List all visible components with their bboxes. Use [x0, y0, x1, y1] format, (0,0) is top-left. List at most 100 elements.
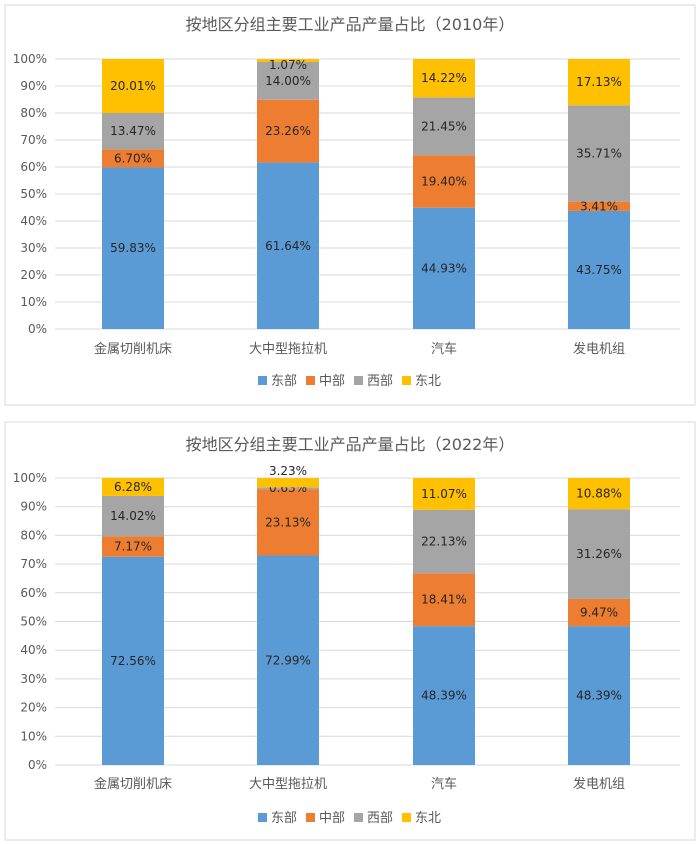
- y-tick-label: 10%: [20, 295, 47, 309]
- y-tick-label: 20%: [20, 701, 47, 715]
- bar-segment: [102, 536, 164, 557]
- data-label: 72.99%: [265, 653, 311, 667]
- legend-label: 东部: [271, 811, 297, 826]
- data-label: 31.26%: [576, 547, 622, 561]
- y-tick-label: 70%: [20, 557, 47, 571]
- data-label: 19.40%: [421, 174, 467, 188]
- data-label: 1.07%: [269, 58, 307, 72]
- data-label: 22.13%: [421, 535, 467, 549]
- x-category-label: 大中型拖拉机: [249, 342, 327, 357]
- y-tick-label: 30%: [20, 241, 47, 255]
- y-tick-label: 100%: [13, 52, 47, 66]
- data-label: 48.39%: [421, 689, 467, 703]
- bar-segment: [413, 155, 475, 208]
- bar-segment: [257, 555, 319, 765]
- x-category-label: 汽车: [431, 776, 457, 792]
- x-category-label: 汽车: [431, 341, 457, 357]
- legend-label: 东北: [415, 811, 441, 826]
- legend-swatch: [402, 813, 411, 822]
- data-label: 9.47%: [580, 606, 618, 620]
- y-tick-label: 40%: [20, 214, 47, 228]
- bar-segment: [413, 59, 475, 98]
- y-tick-label: 50%: [20, 187, 47, 201]
- bar-segment: [102, 167, 164, 329]
- legend-swatch: [354, 813, 363, 822]
- legend-label: 西部: [367, 811, 393, 826]
- legend-label: 西部: [367, 374, 393, 389]
- legend-label: 东北: [415, 374, 441, 389]
- legend-swatch: [258, 376, 267, 385]
- chart-1: 按地区分组主要工业产品产量占比（2022年） 0% 10% 20% 30% 40% 50% 6…: [4, 421, 696, 841]
- chart-0: 按地区分组主要工业产品产量占比（2010年） 0% 10% 20% 30% 40% 50% 6…: [4, 4, 696, 406]
- bar-segment: [102, 113, 164, 150]
- chart-title: 按地区分组主要工业产品产量占比（2022年）: [186, 435, 515, 454]
- data-label: 3.41%: [580, 199, 618, 213]
- y-tick-label: 90%: [20, 500, 47, 514]
- x-category-label: 金属切削机床: [94, 341, 172, 357]
- bar-segment: [568, 626, 630, 765]
- bar-segment: [413, 626, 475, 765]
- bar-segment: [102, 149, 164, 168]
- bar-segment: [413, 509, 475, 574]
- y-tick-label: 0%: [28, 322, 47, 336]
- bar-segment: [568, 105, 630, 202]
- bar-segment: [102, 556, 164, 765]
- data-label: 6.28%: [114, 480, 152, 494]
- x-category-label: 发电机组: [573, 776, 625, 792]
- bar-segment: [568, 59, 630, 106]
- legend-label: 中部: [319, 374, 345, 389]
- y-tick-label: 0%: [28, 758, 47, 772]
- bar-segment: [568, 509, 630, 599]
- data-label: 3.23%: [269, 464, 307, 478]
- y-tick-label: 60%: [20, 160, 47, 174]
- data-label: 14.22%: [421, 71, 467, 85]
- bar-segment: [102, 58, 164, 113]
- bar-segment: [257, 99, 319, 163]
- data-label: 17.13%: [576, 75, 622, 89]
- data-label: 23.13%: [265, 515, 311, 529]
- data-label: 23.26%: [265, 124, 311, 138]
- bar-segment: [568, 478, 630, 510]
- y-tick-label: 30%: [20, 672, 47, 686]
- bar-segment: [257, 61, 319, 100]
- y-tick-label: 80%: [20, 528, 47, 542]
- data-label: 14.02%: [110, 509, 156, 523]
- legend-swatch: [354, 376, 363, 385]
- bar-segment: [257, 162, 319, 329]
- chart-title: 按地区分组主要工业产品产量占比（2010年）: [186, 15, 515, 34]
- data-label: 10.88%: [576, 487, 622, 501]
- x-category-label: 发电机组: [573, 341, 625, 357]
- bar-segment: [413, 207, 475, 329]
- x-category-label: 金属切削机床: [94, 776, 172, 792]
- y-tick-label: 10%: [20, 729, 47, 743]
- y-tick-label: 100%: [13, 471, 47, 485]
- y-tick-label: 20%: [20, 268, 47, 282]
- y-tick-label: 80%: [20, 106, 47, 120]
- data-label: 35.71%: [576, 146, 622, 160]
- bar-segment: [102, 477, 164, 496]
- y-tick-label: 70%: [20, 133, 47, 147]
- data-label: 48.39%: [576, 689, 622, 703]
- data-label: 72.56%: [110, 654, 156, 668]
- data-label: 61.64%: [265, 239, 311, 253]
- bar-segment: [568, 210, 630, 329]
- data-label: 18.41%: [421, 593, 467, 607]
- bar-segment: [257, 489, 319, 556]
- data-label: 14.00%: [265, 74, 311, 88]
- data-label: 6.70%: [114, 151, 152, 165]
- y-tick-label: 90%: [20, 79, 47, 93]
- data-label: 21.45%: [421, 119, 467, 133]
- bar-segment: [413, 97, 475, 156]
- legend-label: 东部: [271, 374, 297, 389]
- y-tick-label: 50%: [20, 615, 47, 629]
- bar-segment: [413, 573, 475, 627]
- bar-segment: [102, 495, 164, 537]
- bar-segment: [568, 201, 630, 211]
- data-label: 44.93%: [421, 261, 467, 275]
- data-label: 13.47%: [110, 124, 156, 138]
- bar-segment: [413, 478, 475, 510]
- bar-segment: [257, 478, 319, 488]
- y-tick-label: 60%: [20, 586, 47, 600]
- legend-label: 中部: [319, 811, 345, 826]
- data-label: 20.01%: [110, 79, 156, 93]
